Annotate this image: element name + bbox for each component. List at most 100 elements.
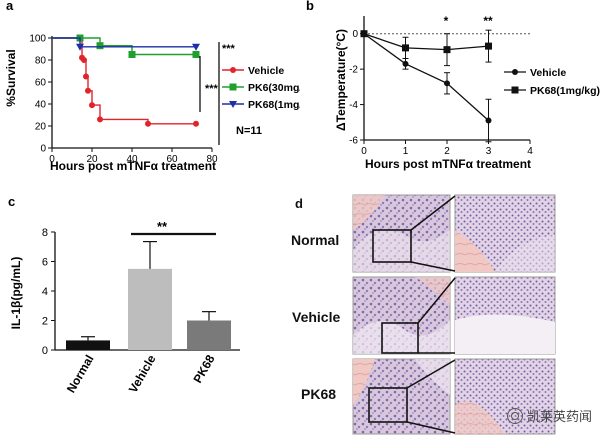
bar-pk68 <box>187 320 231 350</box>
y-tick-label: 6 <box>42 257 48 269</box>
x-tick-label: 40 <box>126 154 138 165</box>
panel-letter-b: b <box>306 0 314 13</box>
histo-normal-low <box>352 194 451 273</box>
panel-a: a 0 20 40 60 80 0 20 40 60 80 100 Vehicle PK6(30mg/… <box>0 0 318 180</box>
data-point <box>128 51 136 58</box>
data-point <box>485 117 492 124</box>
data-point <box>443 46 451 54</box>
legend-label-0: Vehicle <box>248 65 284 77</box>
data-point <box>193 120 199 127</box>
histo-vehicle-low <box>352 276 451 355</box>
data-point <box>81 57 87 63</box>
y-tick-label: 80 <box>35 56 47 67</box>
data-point <box>83 73 89 80</box>
panel-letter-d: d <box>295 196 303 211</box>
x-tick-label: 60 <box>166 154 178 165</box>
x-tick-label: Normal <box>64 353 97 396</box>
y-tick-label: 8 <box>42 227 48 239</box>
data-point <box>444 80 450 87</box>
y-tick-label: -6 <box>349 136 358 147</box>
histology-grid <box>352 194 556 435</box>
x-tick-label: 4 <box>527 146 533 157</box>
histo-normal-high <box>454 194 556 273</box>
data-point <box>97 116 103 123</box>
legend-label-1: PK6(30mg/kg) <box>248 82 300 94</box>
series-line-0 <box>52 37 196 125</box>
legend-marker <box>229 83 237 91</box>
panel-d: d Normal Vehicle PK68 <box>265 190 600 437</box>
row-label-pk68: PK68 <box>301 386 337 402</box>
series-line-0 <box>363 33 489 121</box>
row-label-vehicle: Vehicle <box>292 309 341 325</box>
n-label: N=11 <box>236 125 262 137</box>
y-tick-label: 0 <box>352 29 358 40</box>
legend-label-2: PK68(1mg/kg) <box>248 99 300 111</box>
y-tick-label: -2 <box>349 65 358 76</box>
data-point <box>192 43 200 51</box>
y-tick-label: 60 <box>35 78 47 89</box>
legend-marker <box>230 67 236 73</box>
panel-letter-c: c <box>8 194 15 209</box>
roi-box-normal <box>372 229 412 263</box>
sig-bar: ** <box>157 219 168 234</box>
il1b-bar-chart: c 0 2 4 6 8 Normal Vehicle PK68 ** IL-1β(pg/mL… <box>8 194 240 396</box>
y-tick-label: -4 <box>349 100 358 111</box>
roi-box-vehicle <box>381 322 419 354</box>
x-axis-label: Hours post mTNFα treatment <box>50 159 216 173</box>
y-axis-label: ΔTemperature(°C) <box>334 29 348 131</box>
y-axis-label: IL-1β(pg/mL) <box>9 257 23 330</box>
histo-pk68-high <box>454 358 556 435</box>
x-tick-label: 0 <box>361 146 367 157</box>
survival-chart: a 0 20 40 60 80 0 20 40 60 80 100 Vehicle PK6(30mg/… <box>4 0 318 173</box>
histo-pk68-low <box>352 358 451 435</box>
panel-b: b 0 1 2 3 4 -6 -4 -2 0 Vehicle PK68(1mg/kg) * ** … <box>300 0 600 180</box>
data-point <box>145 120 151 127</box>
legend-marker <box>512 69 518 75</box>
y-tick-label: 4 <box>42 286 48 298</box>
x-tick-label: 80 <box>206 154 218 165</box>
panel-c: c 0 2 4 6 8 Normal Vehicle PK68 ** IL-1β(pg/mL… <box>0 190 260 437</box>
watermark: 凯莱英药闻 <box>506 406 592 425</box>
y-tick-label: 0 <box>42 345 48 357</box>
x-tick-label: 20 <box>86 154 98 165</box>
watermark-text: 凯莱英药闻 <box>526 409 592 424</box>
x-tick-label: 0 <box>49 154 55 165</box>
data-point <box>360 30 368 38</box>
bar-vehicle <box>128 268 172 350</box>
sig-3h: ** <box>483 14 493 28</box>
series-line-1 <box>363 33 489 51</box>
y-tick-label: 2 <box>42 316 48 328</box>
x-tick-label: PK68 <box>190 352 217 385</box>
data-point <box>85 87 91 94</box>
data-point <box>192 51 200 58</box>
wechat-logo-icon <box>506 407 523 424</box>
sig-side: *** <box>205 83 219 95</box>
series-line-2 <box>52 37 196 48</box>
sig-top: *** <box>222 43 236 55</box>
row-label-normal: Normal <box>291 232 340 248</box>
y-tick-label: 100 <box>29 34 46 45</box>
bar-normal <box>66 340 110 350</box>
panel-letter-a: a <box>6 0 14 13</box>
legend-marker <box>229 101 237 108</box>
data-point <box>96 42 104 50</box>
y-axis-label: %Survival <box>4 49 18 106</box>
roi-box-pk68 <box>368 387 408 423</box>
y-tick-label: 20 <box>35 122 47 133</box>
data-point <box>402 44 409 52</box>
x-tick-label: 3 <box>486 146 492 157</box>
x-tick-label: 2 <box>444 146 450 157</box>
data-point <box>76 43 84 51</box>
x-tick-label: 1 <box>403 146 409 157</box>
y-tick-label: 0 <box>40 144 46 155</box>
data-point <box>485 42 492 50</box>
data-point <box>89 102 95 109</box>
data-point <box>402 60 409 67</box>
x-tick-label: Vehicle <box>126 352 159 395</box>
y-tick-label: 40 <box>35 100 47 111</box>
histo-vehicle-high <box>454 276 556 355</box>
x-axis-label: Hours post mTNFα treatment <box>365 157 531 171</box>
legend-marker <box>511 86 519 94</box>
legend-label-1: PK68(1mg/kg) <box>530 85 600 97</box>
